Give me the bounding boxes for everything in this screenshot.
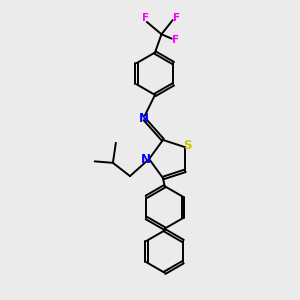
Text: N: N (139, 112, 149, 125)
Text: S: S (183, 139, 192, 152)
Text: F: F (172, 35, 179, 45)
Text: F: F (173, 13, 180, 23)
Text: F: F (142, 13, 149, 23)
Text: N: N (141, 152, 151, 166)
